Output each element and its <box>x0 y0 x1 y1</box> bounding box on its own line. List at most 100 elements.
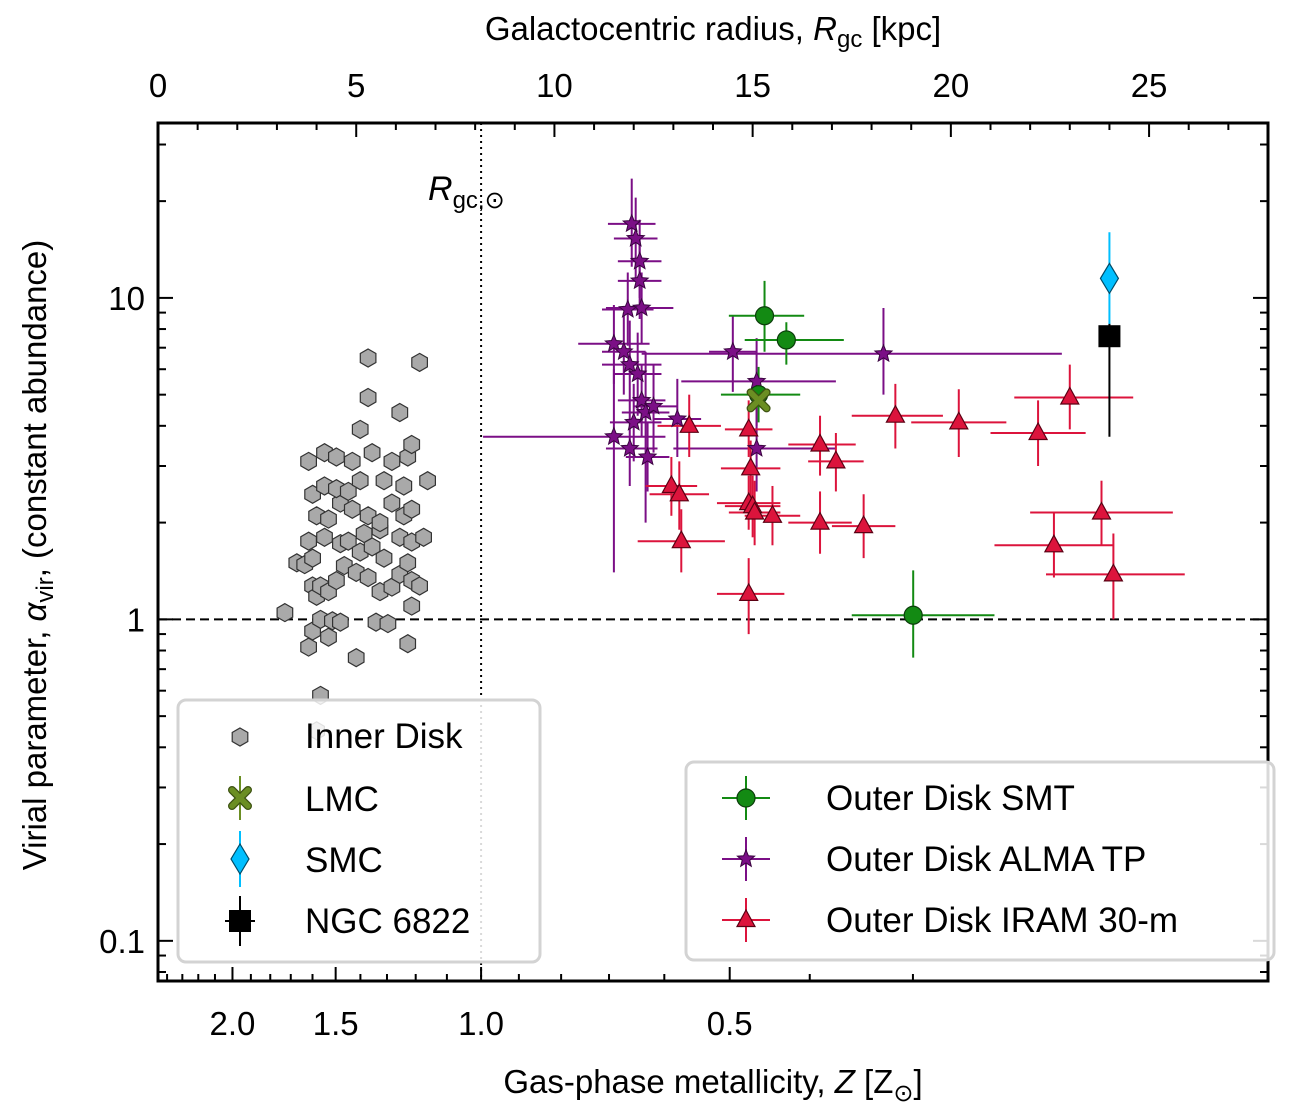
point-alma-11 <box>619 438 640 457</box>
legend-label-ngc: NGC 6822 <box>305 902 470 941</box>
tick-label-left-10: 10 <box>108 280 145 317</box>
axis-ticks: 0 5 10 15 20 25 2.0 1.5 1.0 0.5 0.1 1 10 <box>99 67 1269 1042</box>
legend-marker-smt <box>736 788 756 808</box>
point-iram-13 <box>809 511 831 530</box>
legend-label-lmc: LMC <box>305 780 379 819</box>
point-inner-disk-46 <box>403 499 421 519</box>
legend-label-iram: Outer Disk IRAM 30-m <box>826 901 1178 940</box>
point-inner-disk-1 <box>300 637 317 657</box>
legend-marker-ngc <box>229 910 251 932</box>
point-iram-14 <box>853 514 874 534</box>
point-smt-1 <box>776 330 796 350</box>
y-axis-title: Virial parameter, αvir, (constant abunda… <box>16 240 59 871</box>
point-inner-disk-44 <box>383 493 401 513</box>
point-iram-21 <box>1103 563 1124 582</box>
point-iram-16 <box>948 411 969 430</box>
x-axis-title-top: Galactocentric radius, Rgc [kpc] <box>485 10 941 53</box>
point-iram-18 <box>1059 386 1080 405</box>
point-iram-4 <box>738 418 759 437</box>
point-iram-2 <box>669 483 690 502</box>
legend-right-frame <box>684 760 1276 962</box>
point-iram-9 <box>762 504 783 523</box>
point-inner-disk-62 <box>403 434 421 455</box>
legend-label-smc: SMC <box>305 841 383 880</box>
point-inner-disk-53 <box>395 476 413 496</box>
point-inner-disk-55 <box>300 451 317 472</box>
point-inner-disk-25 <box>403 596 421 616</box>
legend-label-inner: Inner Disk <box>305 717 463 756</box>
tick-label-top-0: 0 <box>149 67 167 104</box>
point-alma-16 <box>637 446 658 466</box>
tick-label-bottom-1.0: 1.0 <box>458 1005 504 1042</box>
point-inner-disk-63 <box>351 419 369 440</box>
point-alma-5 <box>617 299 638 318</box>
point-smt-0 <box>754 306 775 326</box>
point-alma-18 <box>723 341 743 361</box>
legend-left: Inner Disk LMC SMC NGC 6822 <box>176 698 542 964</box>
legend-marker-iram <box>735 908 757 928</box>
point-inner-disk-29 <box>316 527 333 547</box>
legend-right-icons <box>722 776 770 942</box>
point-smc-0 <box>1099 262 1120 295</box>
point-alma-3 <box>629 270 650 290</box>
point-alma-8 <box>619 354 640 373</box>
legend-marker-smc <box>230 842 250 876</box>
point-inner-disk-51 <box>351 471 369 491</box>
point-lmc-0-fill <box>747 389 770 412</box>
point-inner-disk-58 <box>343 451 361 472</box>
point-iram-5 <box>740 457 761 476</box>
point-lmc-0 <box>746 388 771 413</box>
tick-label-bottom-2.0: 2.0 <box>210 1005 256 1042</box>
tick-label-left-0.1: 0.1 <box>99 923 145 960</box>
point-inner-disk-69 <box>375 548 393 568</box>
point-iram-3 <box>671 529 692 549</box>
legend-left-frame <box>176 698 542 964</box>
point-iram-1 <box>661 474 682 494</box>
point-alma-9 <box>627 363 648 383</box>
point-inner-disk-37 <box>415 527 432 547</box>
point-inner-disk-70 <box>355 523 373 544</box>
point-alma-21 <box>873 343 894 363</box>
point-inner-disk-19 <box>359 567 377 588</box>
point-inner-disk-65 <box>391 402 409 423</box>
point-alma-20 <box>746 438 767 457</box>
point-inner-disk-28 <box>300 531 317 551</box>
legend-marker-inner <box>231 727 249 747</box>
tick-label-bottom-0.5: 0.5 <box>707 1005 753 1042</box>
point-iram-8 <box>744 501 765 520</box>
point-inner-disk-27 <box>304 548 321 568</box>
point-inner-disk-16 <box>328 570 345 591</box>
point-inner-disk-66 <box>359 348 377 368</box>
point-alma-6 <box>604 333 624 353</box>
point-iram-11 <box>809 433 831 452</box>
point-iram-20 <box>1091 501 1112 520</box>
point-inner-disk-7 <box>347 648 365 668</box>
x-axis-title-bottom: Gas-phase metallicity, Z [Z⊙] <box>503 1063 922 1107</box>
point-iram-0 <box>679 414 700 433</box>
point-iram-12 <box>825 450 846 469</box>
point-alma-2 <box>629 250 650 270</box>
point-inner-disk-52 <box>375 471 393 491</box>
point-inner-disk-60 <box>383 451 401 472</box>
tick-label-left-1: 1 <box>127 601 145 638</box>
data-points <box>276 213 1124 741</box>
legend-marker-lmc <box>228 786 252 810</box>
tick-label-top-5: 5 <box>347 67 365 104</box>
error-bars <box>483 178 1185 658</box>
point-inner-disk-59 <box>363 443 381 463</box>
tick-label-top-20: 20 <box>932 67 969 104</box>
tick-label-bottom-1.5: 1.5 <box>313 1005 359 1042</box>
point-inner-disk-26 <box>399 553 417 573</box>
point-iram-15 <box>885 404 906 423</box>
point-alma-12 <box>631 390 652 409</box>
point-inner-disk-9 <box>399 634 417 654</box>
point-inner-disk-57 <box>328 447 345 467</box>
point-iram-19 <box>1043 534 1064 553</box>
point-inner-disk-0 <box>276 602 294 623</box>
point-smt-3 <box>903 605 923 625</box>
point-inner-disk-64 <box>359 387 377 408</box>
legend-marker-alma <box>736 848 756 868</box>
tick-label-top-25: 25 <box>1131 67 1168 104</box>
